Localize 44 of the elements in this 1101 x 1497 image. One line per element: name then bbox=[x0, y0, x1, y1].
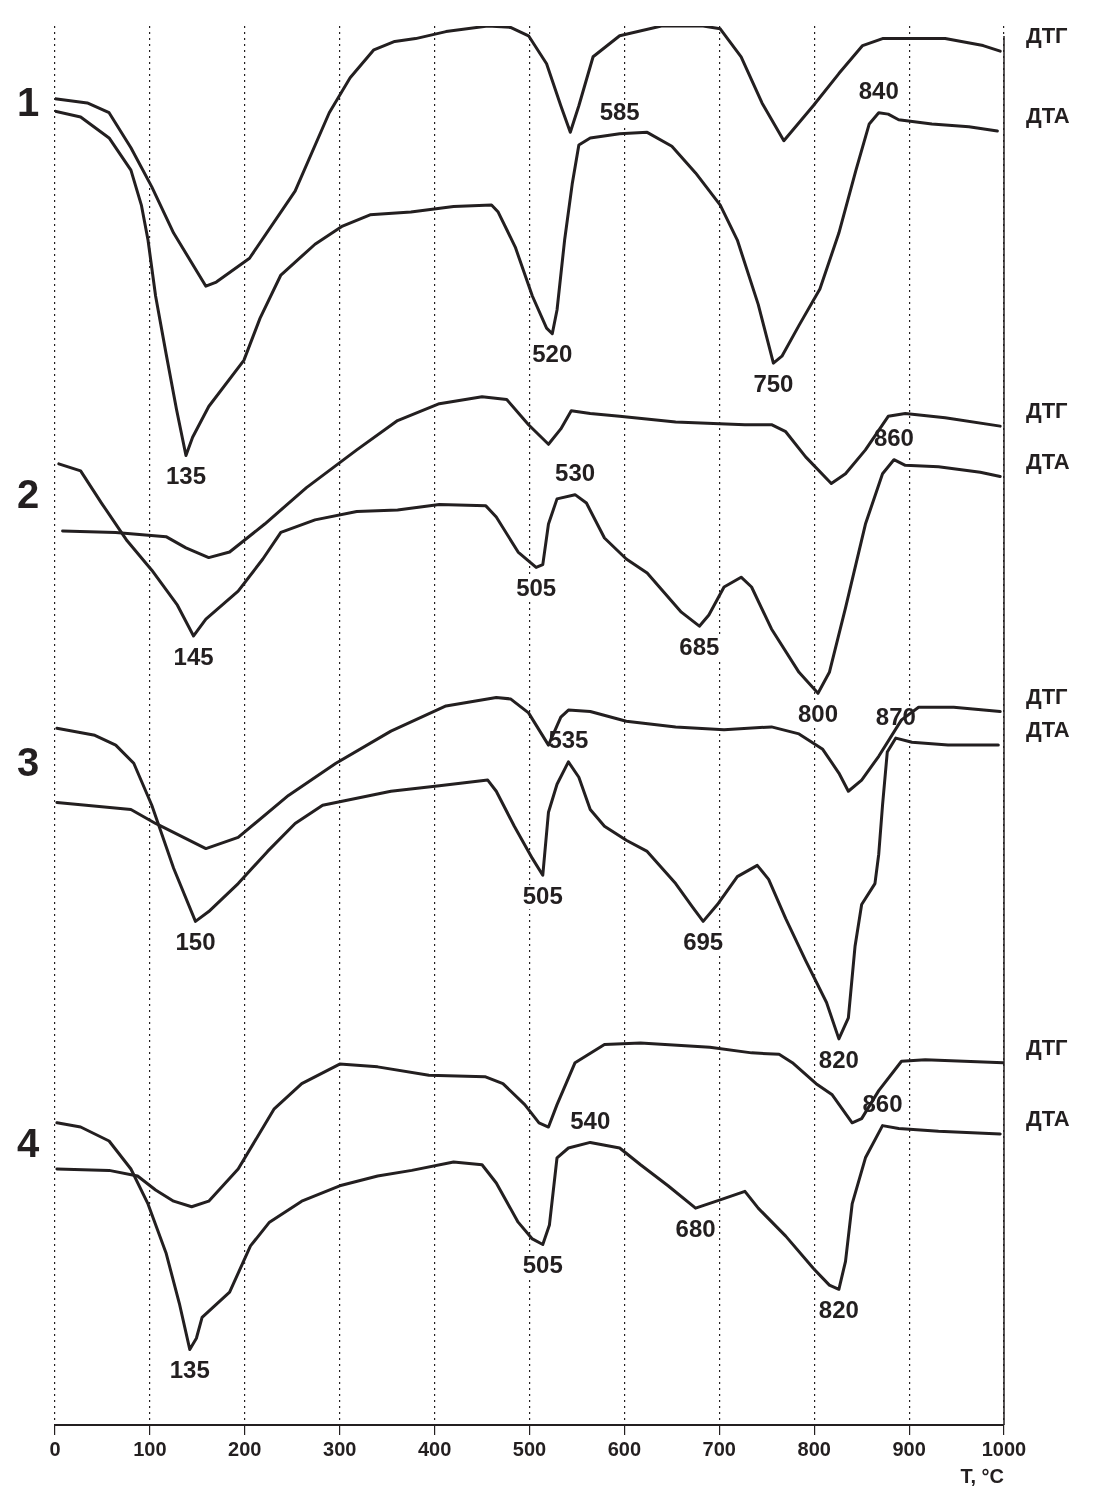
x-tick-label: 200 bbox=[228, 1437, 262, 1460]
x-tick-label: 900 bbox=[892, 1437, 926, 1460]
series-label: ДТА bbox=[1026, 717, 1070, 743]
annotation: 695 bbox=[683, 927, 724, 955]
annotation: 840 bbox=[858, 77, 899, 105]
annotation: 150 bbox=[175, 927, 216, 955]
annotation: 750 bbox=[753, 369, 794, 397]
series-label: ДТГ bbox=[1026, 23, 1069, 49]
series-label: ДТГ bbox=[1026, 683, 1069, 709]
annotation: 135 bbox=[165, 462, 206, 490]
x-tick-label: 1000 bbox=[981, 1437, 1027, 1460]
annotation: 800 bbox=[797, 699, 839, 727]
x-tick-label: 400 bbox=[417, 1437, 452, 1460]
annotation: 680 bbox=[675, 1214, 716, 1242]
annotation: 530 bbox=[555, 459, 596, 487]
annotation: 540 bbox=[570, 1107, 611, 1135]
x-tick-label: 0 bbox=[49, 1437, 61, 1460]
series-label: ДТА bbox=[1026, 102, 1070, 128]
x-tick-label: 800 bbox=[797, 1437, 831, 1460]
annotation: 505 bbox=[516, 574, 557, 602]
annotation: 505 bbox=[522, 1251, 563, 1279]
annotation: 135 bbox=[169, 1356, 210, 1384]
series-label: ДТГ bbox=[1026, 398, 1069, 424]
text: 2 bbox=[16, 472, 40, 517]
x-tick-label: 100 bbox=[133, 1437, 167, 1460]
text: 1 bbox=[16, 80, 40, 125]
x-tick-label: 600 bbox=[607, 1437, 642, 1460]
text: 3 bbox=[16, 740, 40, 785]
annotation: 520 bbox=[532, 340, 573, 368]
annotation: 860 bbox=[873, 424, 914, 452]
annotation: 820 bbox=[818, 1295, 859, 1323]
x-tick-label: 300 bbox=[323, 1437, 357, 1460]
x-axis-title: T, °C bbox=[960, 1464, 1004, 1487]
annotation: 820 bbox=[818, 1045, 859, 1073]
series-label: ДТА bbox=[1026, 448, 1070, 474]
annotation: 145 bbox=[173, 642, 214, 670]
annotation: 505 bbox=[522, 881, 563, 909]
x-tick-label: 700 bbox=[702, 1437, 736, 1460]
annotation: 685 bbox=[679, 632, 720, 660]
annotation: 585 bbox=[599, 98, 640, 126]
series-label: ДТА bbox=[1026, 1106, 1070, 1132]
text: 4 bbox=[16, 1120, 40, 1165]
x-tick-label: 500 bbox=[512, 1437, 547, 1460]
series-label: ДТГ bbox=[1026, 1034, 1069, 1060]
